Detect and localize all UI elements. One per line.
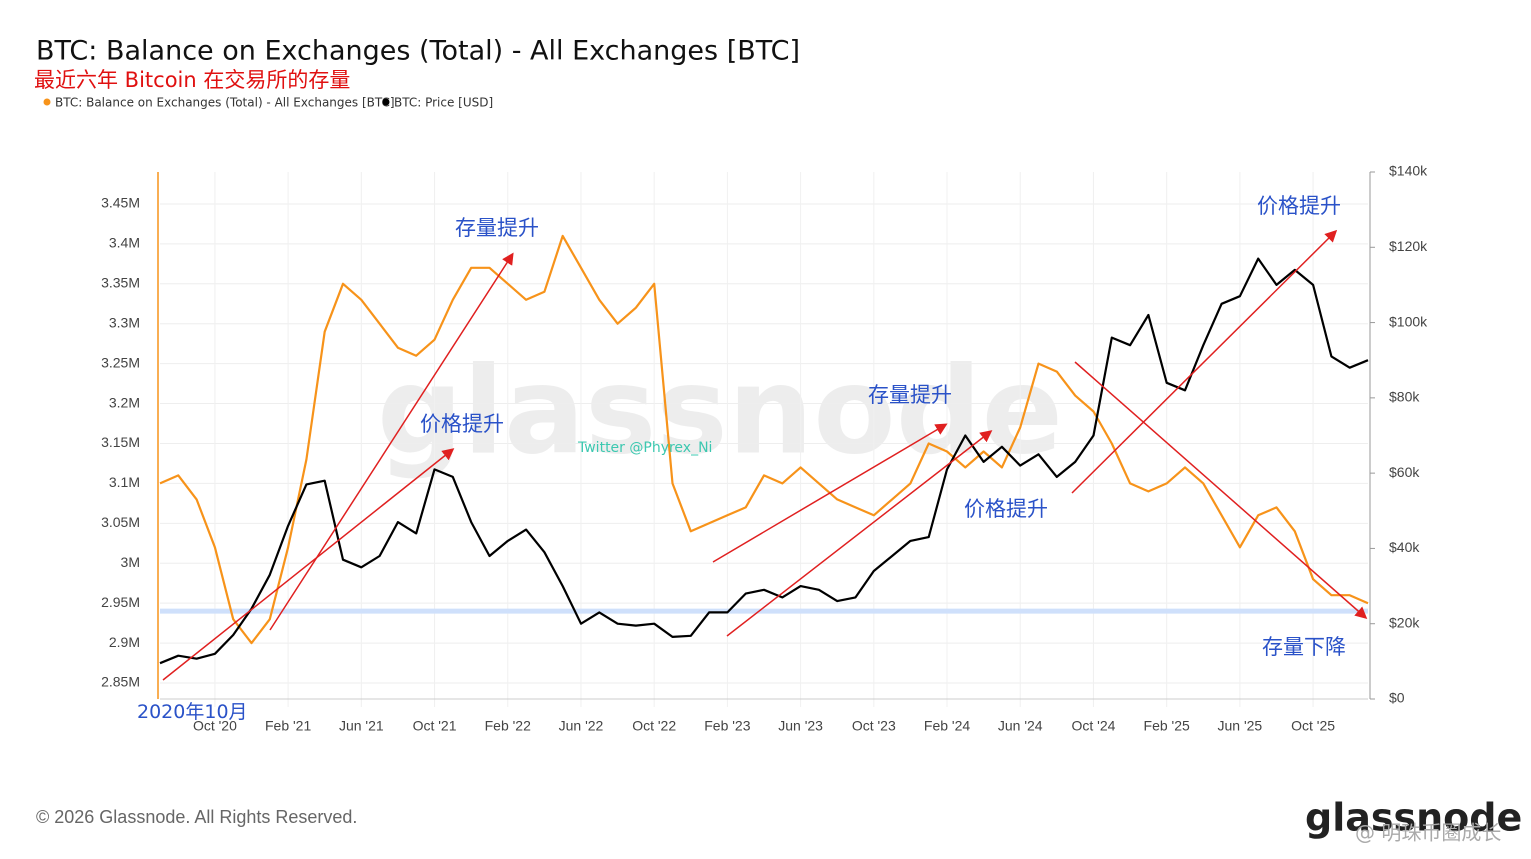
series-line [159, 257, 1369, 665]
x-tick-label: Oct '20 [193, 718, 237, 734]
x-tick-label: Jun '23 [778, 718, 823, 734]
trend-arrows [162, 229, 1368, 681]
plot-area: 2.85M 2.9M 2.95M 3M 3.05M 3.1M 3.15M 3.2M 3.25M 3… [101, 163, 1428, 734]
y2-tick-label: $40k [1389, 539, 1420, 555]
y2-tick-label: $0 [1389, 690, 1405, 706]
y-tick-label: 3.05M [101, 514, 140, 530]
y2-tick-label: $20k [1389, 614, 1420, 630]
y2-tick-label: $140k [1389, 163, 1428, 179]
legend-label: BTC: Balance on Exchanges (Total) - All … [55, 96, 395, 110]
annotation: 2020年10月 [137, 701, 248, 723]
annotation: 价格提升 [1257, 194, 1341, 218]
x-tick-label: Jun '25 [1218, 718, 1263, 734]
x-tick-label: Oct '21 [413, 718, 457, 734]
x-tick-label: Jun '21 [339, 718, 384, 734]
y2-tick-label: $100k [1389, 313, 1428, 329]
y-tick-label: 2.95M [101, 594, 140, 610]
annotation: 价格提升 [420, 412, 504, 436]
y-tick-label: 2.9M [109, 634, 140, 650]
annotation: 价格提升 [964, 497, 1048, 521]
arrow [269, 252, 514, 631]
y2-tick-label: $60k [1389, 464, 1420, 480]
x-tick-label: Jun '24 [998, 718, 1043, 734]
annotation: Twitter @Phyrex_Ni [578, 440, 713, 456]
chart-subtitle: 最近六年 Bitcoin 在交易所的存量 [34, 68, 350, 92]
x-tick-label: Feb '24 [924, 718, 970, 734]
legend-label: BTC: Price [USD] [394, 96, 493, 110]
logo: glassnode [1305, 796, 1522, 840]
y-tick-label: 3.35M [101, 274, 140, 290]
x-tick-label: Oct '25 [1291, 718, 1335, 734]
y2-tick-label: $120k [1389, 238, 1428, 254]
y-tick-label: 3.45M [101, 195, 140, 211]
watermark: glassnode [377, 343, 1063, 482]
y-tick-label: 2.85M [101, 674, 140, 690]
y-tick-label: 3.2M [109, 394, 140, 410]
annotation: 存量下降 [1262, 635, 1346, 659]
x-tick-label: Jun '22 [559, 718, 604, 734]
y-tick-label: 3.15M [101, 434, 140, 450]
y2-tick-label: $80k [1389, 389, 1420, 405]
arrow [1074, 361, 1368, 619]
arrow [162, 448, 455, 681]
y-tick-label: 3.4M [109, 235, 140, 251]
legend-swatch [382, 98, 390, 106]
y-tick-label: 3.3M [109, 314, 140, 330]
legend-swatch [43, 98, 51, 106]
x-tick-label: Oct '22 [632, 718, 676, 734]
y-tick-label: 3.25M [101, 354, 140, 370]
series-line [159, 234, 1369, 645]
annotation: 存量提升 [868, 383, 952, 407]
x-tick-label: Feb '23 [704, 718, 750, 734]
arrow [712, 423, 948, 563]
x-tick-label: Feb '22 [485, 718, 531, 734]
x-tick-label: Oct '24 [1071, 718, 1115, 734]
copyright: © 2026 Glassnode. All Rights Reserved. [36, 807, 357, 827]
chart-title: BTC: Balance on Exchanges (Total) - All … [36, 36, 800, 67]
x-tick-label: Feb '25 [1144, 718, 1190, 734]
x-tick-label: Oct '23 [852, 718, 896, 734]
annotation: 存量提升 [455, 216, 539, 240]
y-tick-label: 3M [121, 554, 140, 570]
arrow [1071, 229, 1338, 494]
y-tick-label: 3.1M [109, 474, 140, 490]
x-tick-label: Feb '21 [265, 718, 311, 734]
arrow [726, 430, 993, 637]
source-watermark: @ 明珠币圈成长 [1355, 821, 1501, 845]
